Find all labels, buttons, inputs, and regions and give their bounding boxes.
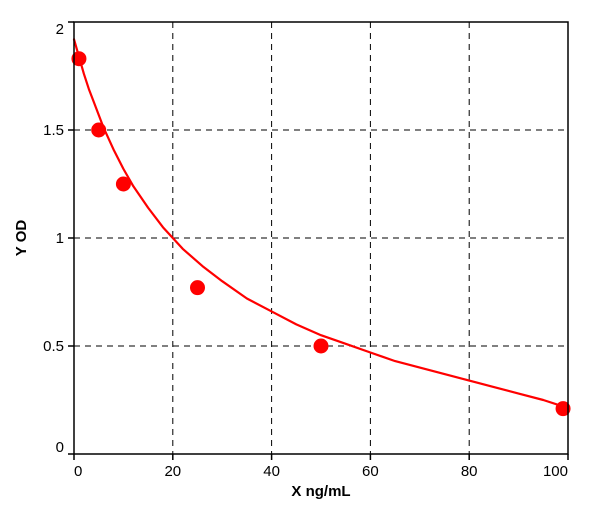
chart-svg: 0 20 40 60 80 100 0 0.5 1 1.5 2 X ng/mL Y OD xyxy=(0,0,600,516)
ytick-label: 1 xyxy=(56,230,64,247)
xtick-label: 80 xyxy=(461,463,478,480)
xtick-label: 40 xyxy=(263,463,280,480)
data-point xyxy=(314,339,328,353)
y-axis-label: Y OD xyxy=(13,220,30,257)
ytick-label: 0 xyxy=(56,439,64,456)
chart-container: 0 20 40 60 80 100 0 0.5 1 1.5 2 X ng/mL Y OD xyxy=(0,0,600,516)
ytick-label: 2 xyxy=(56,21,64,38)
ytick-label: 0.5 xyxy=(43,338,64,355)
data-point xyxy=(191,281,205,295)
xtick-label: 20 xyxy=(164,463,181,480)
xtick-label: 0 xyxy=(74,463,82,480)
data-point xyxy=(116,177,130,191)
xtick-label: 100 xyxy=(543,463,568,480)
ytick-label: 1.5 xyxy=(43,122,64,139)
xtick-label: 60 xyxy=(362,463,379,480)
x-axis-label: X ng/mL xyxy=(291,483,350,500)
data-point xyxy=(92,123,106,137)
chart-bg xyxy=(0,0,600,516)
